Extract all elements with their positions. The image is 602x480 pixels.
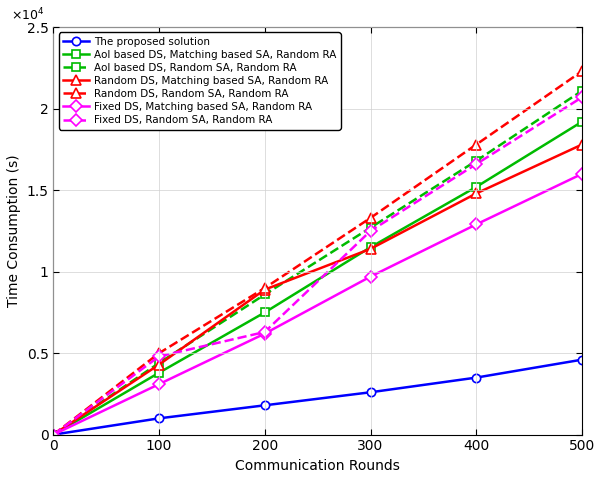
AoI based DS, Matching based SA, Random RA <box>579 119 586 125</box>
Random DS, Random SA, Random RA <box>367 215 374 221</box>
Fixed DS, Matching based SA, Random RA <box>579 171 586 177</box>
Fixed DS, Random SA, Random RA <box>473 161 480 167</box>
The proposed solution <box>261 402 268 408</box>
Random DS, Matching based SA, Random RA <box>579 142 586 147</box>
The proposed solution <box>367 389 374 395</box>
Y-axis label: Time Consumption (s): Time Consumption (s) <box>7 155 21 307</box>
AoI based DS, Matching based SA, Random RA <box>50 432 57 437</box>
AoI based DS, Matching based SA, Random RA <box>473 184 480 190</box>
Random DS, Random SA, Random RA <box>261 285 268 291</box>
Random DS, Matching based SA, Random RA <box>155 362 163 368</box>
Fixed DS, Random SA, Random RA <box>50 432 57 437</box>
Fixed DS, Matching based SA, Random RA <box>155 381 163 387</box>
Line: Fixed DS, Random SA, Random RA: Fixed DS, Random SA, Random RA <box>49 93 586 439</box>
Fixed DS, Random SA, Random RA <box>155 354 163 360</box>
Line: Fixed DS, Matching based SA, Random RA: Fixed DS, Matching based SA, Random RA <box>49 170 586 439</box>
Random DS, Random SA, Random RA <box>155 350 163 356</box>
The proposed solution <box>155 416 163 421</box>
Fixed DS, Random SA, Random RA <box>367 228 374 234</box>
Fixed DS, Matching based SA, Random RA <box>261 331 268 336</box>
Random DS, Random SA, Random RA <box>473 142 480 147</box>
AoI based DS, Matching based SA, Random RA <box>155 370 163 375</box>
Text: $\times10^4$: $\times10^4$ <box>11 7 45 23</box>
AoI based DS, Matching based SA, Random RA <box>367 244 374 250</box>
AoI based DS, Random SA, Random RA <box>50 432 57 437</box>
Fixed DS, Matching based SA, Random RA <box>473 222 480 228</box>
Random DS, Matching based SA, Random RA <box>473 191 480 196</box>
The proposed solution <box>579 357 586 362</box>
Line: AoI based DS, Matching based SA, Random RA: AoI based DS, Matching based SA, Random … <box>49 118 586 439</box>
Fixed DS, Random SA, Random RA <box>261 329 268 335</box>
AoI based DS, Matching based SA, Random RA <box>261 310 268 315</box>
Line: Random DS, Random SA, Random RA: Random DS, Random SA, Random RA <box>49 66 587 440</box>
Random DS, Random SA, Random RA <box>579 68 586 74</box>
Line: AoI based DS, Random SA, Random RA: AoI based DS, Random SA, Random RA <box>49 86 586 439</box>
The proposed solution <box>50 432 57 437</box>
AoI based DS, Random SA, Random RA <box>579 88 586 94</box>
The proposed solution <box>473 375 480 381</box>
Line: Random DS, Matching based SA, Random RA: Random DS, Matching based SA, Random RA <box>49 140 587 440</box>
Line: The proposed solution: The proposed solution <box>49 356 586 439</box>
X-axis label: Communication Rounds: Communication Rounds <box>235 459 400 473</box>
Random DS, Matching based SA, Random RA <box>261 287 268 292</box>
Random DS, Matching based SA, Random RA <box>367 246 374 252</box>
AoI based DS, Random SA, Random RA <box>261 292 268 298</box>
AoI based DS, Random SA, Random RA <box>155 360 163 366</box>
Random DS, Matching based SA, Random RA <box>50 432 57 437</box>
Legend: The proposed solution, AoI based DS, Matching based SA, Random RA, AoI based DS,: The proposed solution, AoI based DS, Mat… <box>58 33 341 130</box>
AoI based DS, Random SA, Random RA <box>367 225 374 230</box>
Random DS, Random SA, Random RA <box>50 432 57 437</box>
AoI based DS, Random SA, Random RA <box>473 158 480 164</box>
Fixed DS, Random SA, Random RA <box>579 95 586 100</box>
Fixed DS, Matching based SA, Random RA <box>50 432 57 437</box>
Fixed DS, Matching based SA, Random RA <box>367 274 374 279</box>
